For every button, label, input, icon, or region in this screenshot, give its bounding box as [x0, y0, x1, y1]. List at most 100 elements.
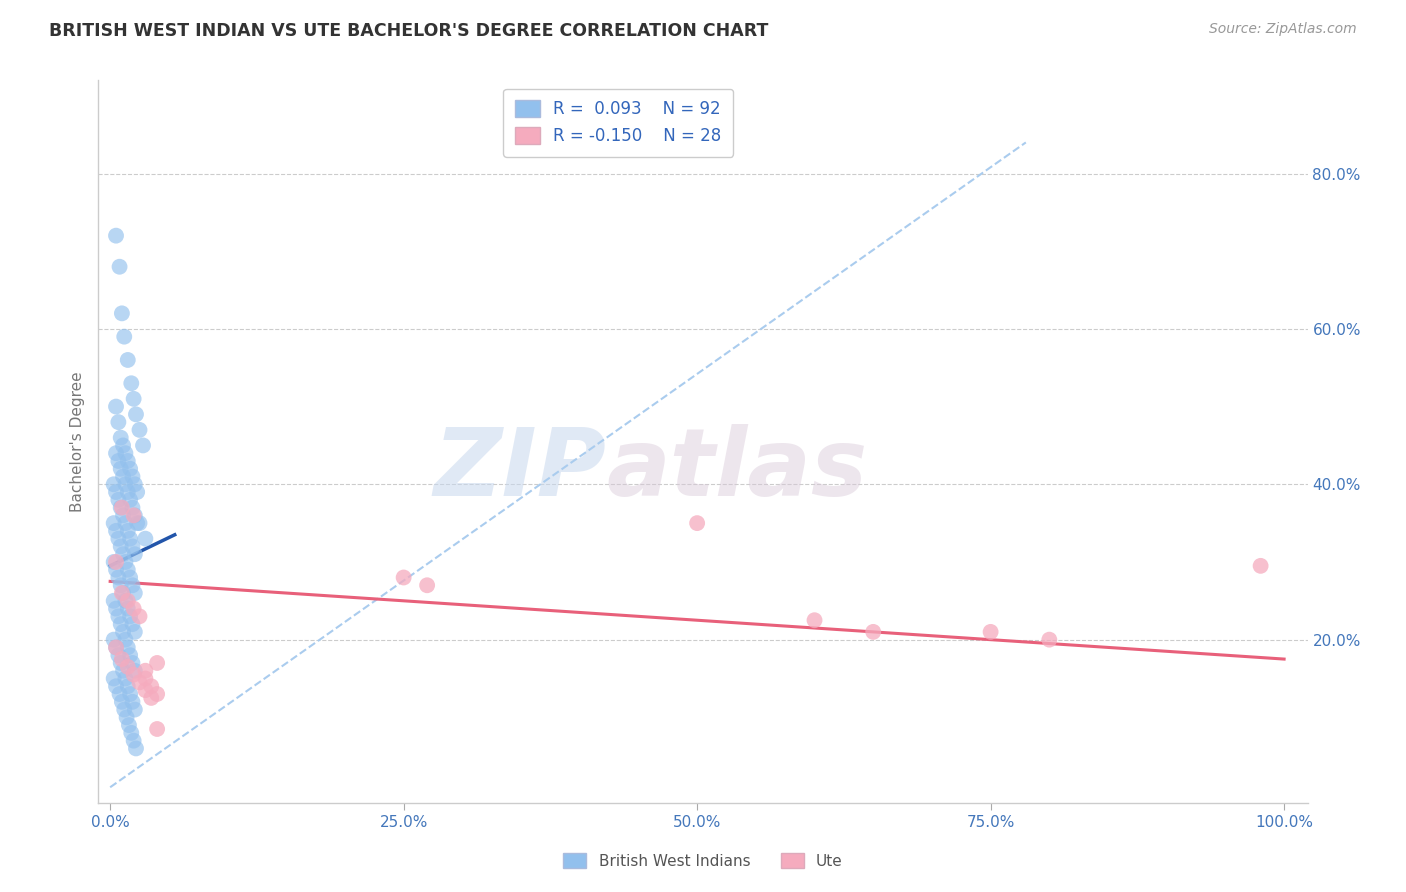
Point: [114, 516, 136, 530]
Point: [124, 702, 146, 716]
Point: [112, 329, 135, 343]
Point: [105, 563, 128, 577]
Point: [122, 667, 145, 681]
Point: [122, 392, 145, 406]
Point: [392, 570, 415, 584]
Point: [120, 726, 142, 740]
Point: [105, 555, 128, 569]
Point: [112, 438, 135, 452]
Point: [134, 664, 156, 678]
Legend: British West Indians, Ute: British West Indians, Ute: [557, 847, 849, 875]
Point: [105, 485, 128, 500]
Point: [114, 555, 136, 569]
Point: [108, 687, 131, 701]
Point: [110, 500, 132, 515]
Point: [132, 438, 155, 452]
Point: [125, 408, 148, 422]
Point: [112, 702, 135, 716]
Point: [125, 741, 148, 756]
Point: [128, 516, 150, 530]
Point: [127, 485, 149, 500]
Point: [146, 656, 169, 670]
Point: [120, 492, 142, 507]
Point: [103, 594, 125, 608]
Point: [121, 617, 143, 632]
Point: [103, 555, 125, 569]
Point: [120, 532, 142, 546]
Point: [114, 594, 136, 608]
Point: [117, 454, 139, 468]
Point: [117, 679, 139, 693]
Point: [124, 664, 146, 678]
Point: [121, 656, 143, 670]
Point: [108, 260, 131, 274]
Point: [122, 508, 145, 523]
Point: [121, 540, 143, 554]
Point: [121, 578, 143, 592]
Point: [121, 469, 143, 483]
Point: [112, 624, 135, 639]
Y-axis label: Bachelor's Degree: Bachelor's Degree: [69, 371, 84, 512]
Point: [128, 675, 150, 690]
Point: [117, 524, 139, 538]
Point: [111, 306, 134, 320]
Point: [120, 687, 142, 701]
Point: [105, 640, 128, 655]
Point: [105, 679, 128, 693]
Point: [110, 461, 132, 475]
Point: [110, 617, 132, 632]
Point: [117, 485, 139, 500]
Point: [1038, 632, 1060, 647]
Point: [128, 423, 150, 437]
Point: [110, 540, 132, 554]
Point: [121, 500, 143, 515]
Point: [112, 508, 135, 523]
Point: [105, 601, 128, 615]
Point: [128, 609, 150, 624]
Point: [111, 652, 134, 666]
Point: [686, 516, 709, 530]
Point: [110, 431, 132, 445]
Point: [120, 570, 142, 584]
Point: [127, 516, 149, 530]
Point: [117, 640, 139, 655]
Point: [120, 609, 142, 624]
Point: [107, 609, 129, 624]
Point: [105, 524, 128, 538]
Point: [121, 695, 143, 709]
Text: atlas: atlas: [606, 425, 868, 516]
Point: [124, 547, 146, 561]
Point: [107, 454, 129, 468]
Point: [112, 547, 135, 561]
Point: [105, 228, 128, 243]
Point: [112, 586, 135, 600]
Point: [103, 632, 125, 647]
Point: [122, 733, 145, 747]
Point: [146, 687, 169, 701]
Point: [105, 640, 128, 655]
Point: [111, 500, 134, 515]
Point: [110, 578, 132, 592]
Point: [134, 532, 156, 546]
Point: [134, 683, 156, 698]
Point: [117, 353, 139, 368]
Point: [124, 508, 146, 523]
Text: ZIP: ZIP: [433, 425, 606, 516]
Point: [112, 469, 135, 483]
Point: [114, 477, 136, 491]
Point: [118, 718, 141, 732]
Point: [107, 492, 129, 507]
Point: [111, 586, 134, 600]
Point: [111, 695, 134, 709]
Point: [124, 624, 146, 639]
Point: [103, 477, 125, 491]
Point: [141, 690, 163, 705]
Point: [1250, 558, 1272, 573]
Point: [120, 461, 142, 475]
Point: [115, 710, 138, 724]
Point: [105, 446, 128, 460]
Point: [124, 586, 146, 600]
Point: [107, 648, 129, 663]
Point: [114, 446, 136, 460]
Point: [122, 601, 145, 615]
